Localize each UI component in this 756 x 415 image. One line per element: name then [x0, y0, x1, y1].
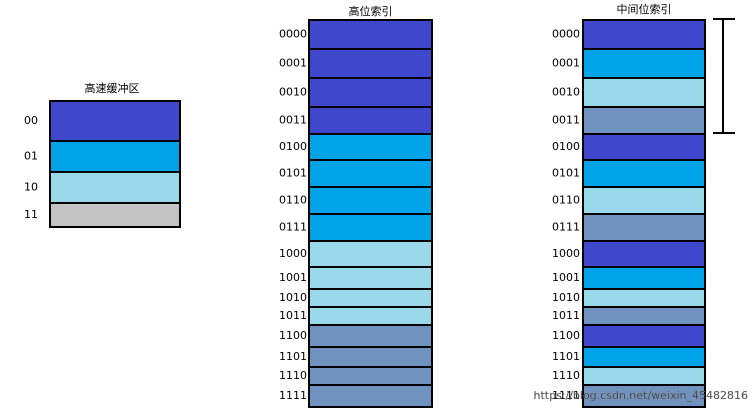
memory-block [582, 306, 706, 326]
block-address: 1011 [552, 309, 580, 322]
block-address: 0001 [279, 57, 307, 70]
block-address: 0000 [279, 28, 307, 41]
memory-block [308, 384, 433, 408]
memory-block [308, 213, 433, 242]
block-address: 1011 [279, 309, 307, 322]
cache-row [49, 140, 181, 173]
block-address: 1111 [279, 389, 307, 402]
block-address: 0011 [552, 114, 580, 127]
memory-block [582, 346, 706, 368]
memory-block [582, 384, 706, 408]
memory-block [308, 266, 433, 290]
block-address: 0100 [279, 140, 307, 153]
memory-block [582, 186, 706, 215]
memory-block [582, 324, 706, 348]
block-address: 0110 [552, 194, 580, 207]
block-address: 0101 [279, 167, 307, 180]
block-address: 1110 [279, 369, 307, 382]
block-address: 0010 [552, 86, 580, 99]
block-address: 1100 [279, 329, 307, 342]
memory-block [582, 48, 706, 79]
cache-row [49, 171, 181, 204]
block-address: 1101 [279, 350, 307, 363]
block-address: 1001 [552, 271, 580, 284]
block-address: 1010 [552, 291, 580, 304]
memory-block [308, 346, 433, 368]
cache-row-label: 01 [24, 150, 38, 163]
cache-row-label: 00 [24, 114, 38, 127]
block-address: 0010 [279, 86, 307, 99]
block-address: 0011 [279, 114, 307, 127]
block-address: 1000 [552, 247, 580, 260]
block-address: 0110 [279, 194, 307, 207]
watermark: https://blog.csdn.net/weixin_45482816 [533, 389, 748, 402]
block-address: 0111 [279, 221, 307, 234]
memory-block [582, 366, 706, 386]
memory-block [582, 106, 706, 135]
memory-block [308, 48, 433, 79]
cache-title: 高速缓冲区 [85, 81, 140, 95]
memory-block [308, 77, 433, 108]
memory-block [308, 324, 433, 348]
memory-block [308, 288, 433, 308]
block-address: 1111 [552, 389, 580, 402]
block-address: 1001 [279, 271, 307, 284]
memory-block [308, 106, 433, 135]
cache-row [49, 202, 181, 228]
block-address: 1100 [552, 329, 580, 342]
column-title: 高位索引 [349, 4, 393, 18]
memory-block [308, 19, 433, 50]
cache-row [49, 100, 181, 142]
column-title: 中间位索引 [617, 2, 672, 16]
memory-block [308, 240, 433, 268]
block-address: 0001 [552, 57, 580, 70]
block-address: 0000 [552, 28, 580, 41]
memory-block [308, 133, 433, 161]
memory-block [582, 77, 706, 108]
memory-block [308, 306, 433, 326]
memory-block [582, 133, 706, 161]
memory-block [582, 213, 706, 242]
memory-block [582, 266, 706, 290]
memory-block [308, 366, 433, 386]
memory-block [308, 186, 433, 215]
cache-row-label: 10 [24, 181, 38, 194]
block-address: 1110 [552, 369, 580, 382]
memory-block [582, 288, 706, 308]
block-address: 0111 [552, 221, 580, 234]
block-address: 1101 [552, 350, 580, 363]
memory-block [582, 240, 706, 268]
memory-block [308, 159, 433, 188]
block-address: 1010 [279, 291, 307, 304]
cache-row-label: 11 [24, 208, 38, 221]
memory-block [582, 159, 706, 188]
block-address: 1000 [279, 247, 307, 260]
block-address: 0100 [552, 140, 580, 153]
block-address: 0101 [552, 167, 580, 180]
memory-block [582, 19, 706, 50]
